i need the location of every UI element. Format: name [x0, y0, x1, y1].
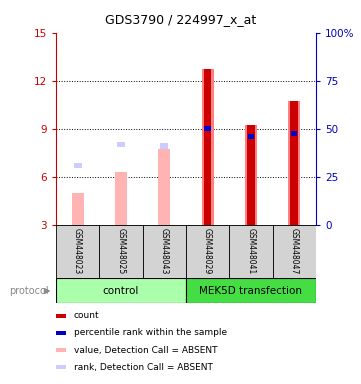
Bar	[56, 331, 66, 335]
Bar	[115, 172, 127, 225]
Bar	[186, 225, 229, 278]
Bar	[56, 348, 66, 352]
Bar	[291, 131, 297, 136]
Text: count: count	[74, 311, 99, 320]
Bar	[229, 225, 273, 278]
Bar	[245, 126, 257, 225]
Text: value, Detection Call = ABSENT: value, Detection Call = ABSENT	[74, 346, 217, 355]
Text: GSM448029: GSM448029	[203, 228, 212, 275]
Text: GSM448023: GSM448023	[73, 228, 82, 275]
Bar	[56, 225, 99, 278]
Bar	[74, 163, 82, 168]
Text: GDS3790 / 224997_x_at: GDS3790 / 224997_x_at	[105, 13, 256, 26]
Bar	[56, 314, 66, 318]
Bar	[247, 134, 255, 139]
Text: percentile rank within the sample: percentile rank within the sample	[74, 328, 227, 338]
Text: GSM448043: GSM448043	[160, 228, 169, 275]
Bar	[204, 70, 212, 225]
Text: GSM448047: GSM448047	[290, 228, 299, 275]
Bar	[273, 225, 316, 278]
Bar	[290, 101, 298, 225]
Bar	[204, 126, 211, 131]
Bar	[56, 365, 66, 369]
Bar	[288, 101, 300, 225]
Text: GSM448041: GSM448041	[247, 228, 255, 275]
Bar	[99, 225, 143, 278]
Bar	[143, 225, 186, 278]
Bar	[186, 278, 316, 303]
Text: MEK5D transfection: MEK5D transfection	[199, 286, 303, 296]
Bar	[56, 278, 186, 303]
Text: control: control	[103, 286, 139, 296]
Bar	[248, 134, 254, 139]
Text: protocol: protocol	[9, 286, 49, 296]
Bar	[247, 126, 255, 225]
Bar	[71, 193, 84, 225]
Bar	[201, 70, 214, 225]
Text: rank, Detection Call = ABSENT: rank, Detection Call = ABSENT	[74, 363, 213, 372]
Text: GSM448025: GSM448025	[117, 228, 125, 275]
Bar	[158, 149, 170, 225]
Bar	[160, 144, 168, 149]
Bar	[290, 131, 298, 136]
Bar	[204, 126, 212, 131]
Bar	[117, 142, 125, 147]
